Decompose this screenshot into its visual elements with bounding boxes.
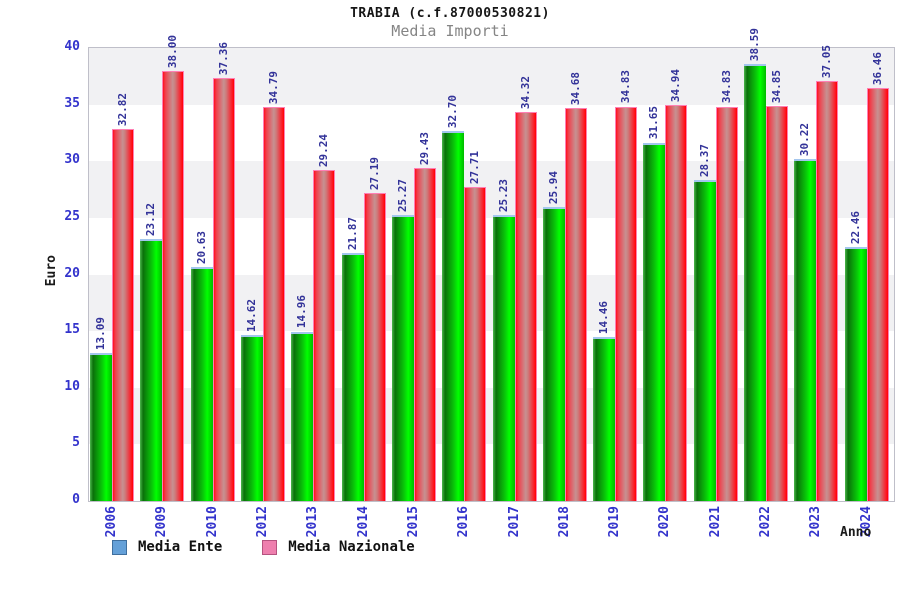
bar-value-label-nazionale-2021: 34.83 <box>719 70 733 104</box>
bar-media-ente-2019 <box>593 337 616 501</box>
y-tick-15: 15 <box>64 322 80 338</box>
legend-label-media-nazionale: Media Nazionale <box>288 539 415 555</box>
bar-value-label-ente-2009: 23.12 <box>144 203 158 237</box>
bar-media-nazionale-2018 <box>564 108 587 501</box>
bar-media-nazionale-2013 <box>313 169 336 501</box>
y-tick-10: 10 <box>64 378 80 394</box>
y-tick-0: 0 <box>72 492 80 507</box>
bar-media-nazionale-2021 <box>715 106 738 501</box>
bar-media-ente-2020 <box>643 142 666 501</box>
bar-media-ente-2015 <box>391 214 414 501</box>
legend-swatch-media-nazionale <box>262 539 278 555</box>
y-tick-25: 25 <box>64 208 80 224</box>
bar-media-nazionale-2006 <box>112 129 134 501</box>
bar-media-nazionale-2012 <box>262 107 285 501</box>
bar-value-label-ente-2020: 31.65 <box>647 106 661 140</box>
x-tick-2012: 2012 <box>254 506 270 538</box>
legend-label-media-ente: Media Ente <box>138 539 223 555</box>
legend-item-media-ente: Media Ente <box>112 539 222 555</box>
bar-value-label-nazionale-2023: 37.05 <box>820 45 834 79</box>
bar-media-ente-2012 <box>240 335 263 501</box>
bar-value-label-nazionale-2024: 36.46 <box>870 51 884 86</box>
x-axis-label: Anno <box>840 525 872 540</box>
x-tick-2014: 2014 <box>355 506 371 538</box>
legend: Media Ente Media Nazionale <box>112 539 415 555</box>
y-tick-20: 20 <box>64 265 80 281</box>
bar-value-label-nazionale-2013: 29.24 <box>317 133 331 167</box>
x-tick-2019: 2019 <box>607 506 623 538</box>
bar-media-ente-2010 <box>190 267 213 501</box>
x-tick-2022: 2022 <box>758 506 774 538</box>
bar-media-ente-2014 <box>341 253 364 501</box>
bar-media-nazionale-2017 <box>514 112 537 501</box>
x-tick-2006: 2006 <box>104 506 119 538</box>
bar-media-ente-2021 <box>693 179 716 501</box>
x-tick-2020: 2020 <box>657 506 673 538</box>
bar-media-ente-2017 <box>492 215 515 501</box>
bar-value-label-ente-2016: 32.70 <box>446 94 460 128</box>
bar-media-ente-2006 <box>90 352 112 501</box>
chart-subtitle: Media Importi <box>391 22 509 40</box>
bar-value-label-nazionale-2012: 34.79 <box>266 70 280 105</box>
chart-title: TRABIA (c.f.87000530821) <box>350 6 550 21</box>
legend-item-media-nazionale: Media Nazionale <box>262 539 415 555</box>
bar-media-nazionale-2016 <box>464 187 487 501</box>
legend-swatch-media-ente <box>112 539 127 555</box>
bar-value-label-nazionale-2010: 37.36 <box>216 41 230 75</box>
x-tick-2017: 2017 <box>506 506 522 538</box>
bar-value-label-ente-2012: 14.62 <box>244 299 258 333</box>
bar-value-label-ente-2024: 22.46 <box>848 210 862 244</box>
bar-value-label-nazionale-2017: 34.32 <box>518 76 532 110</box>
bar-value-label-ente-2021: 28.37 <box>697 143 711 177</box>
bar-value-label-nazionale-2009: 38.00 <box>166 34 180 68</box>
bar-value-label-ente-2010: 20.63 <box>194 231 208 265</box>
x-tick-2013: 2013 <box>305 506 321 538</box>
bar-value-label-nazionale-2020: 34.94 <box>669 69 683 103</box>
bar-value-label-nazionale-2018: 34.68 <box>568 72 582 106</box>
bar-value-label-ente-2017: 25.23 <box>496 179 510 213</box>
bar-media-ente-2013 <box>291 331 314 501</box>
bar-media-ente-2022 <box>744 63 767 501</box>
bar-value-label-ente-2013: 14.96 <box>295 295 309 329</box>
bar-media-nazionale-2022 <box>766 106 789 501</box>
x-tick-2015: 2015 <box>405 506 421 538</box>
bar-media-ente-2016 <box>442 130 465 501</box>
bar-media-nazionale-2019 <box>615 106 638 501</box>
bar-value-label-ente-2006: 13.09 <box>94 316 107 350</box>
x-tick-2010: 2010 <box>204 506 220 538</box>
y-tick-40: 40 <box>64 39 80 54</box>
bar-media-nazionale-2023 <box>816 81 839 501</box>
bar-media-nazionale-2024 <box>866 88 889 501</box>
bar-media-ente-2018 <box>542 207 565 501</box>
bar-media-nazionale-2015 <box>413 167 436 501</box>
bar-value-label-nazionale-2016: 27.71 <box>468 151 482 185</box>
x-tick-2023: 2023 <box>808 506 824 538</box>
y-tick-35: 35 <box>64 95 80 111</box>
x-tick-2021: 2021 <box>707 506 723 538</box>
bar-media-ente-2023 <box>794 158 817 501</box>
x-tick-2009: 2009 <box>154 506 170 538</box>
bar-value-label-nazionale-2015: 29.43 <box>417 131 431 165</box>
bar-value-label-ente-2022: 38.59 <box>748 27 762 61</box>
bar-value-label-ente-2019: 14.46 <box>597 301 611 335</box>
bar-value-label-ente-2018: 25.94 <box>546 171 560 205</box>
bar-media-nazionale-2009 <box>162 70 185 501</box>
x-tick-2018: 2018 <box>556 506 572 538</box>
bar-media-ente-2009 <box>140 239 163 501</box>
bar-media-nazionale-2014 <box>363 193 386 501</box>
bar-value-label-nazionale-2014: 27.19 <box>367 156 381 191</box>
y-tick-5: 5 <box>72 435 80 451</box>
bar-value-label-ente-2015: 25.27 <box>395 178 409 212</box>
bar-media-nazionale-2020 <box>665 105 688 501</box>
bar-value-label-ente-2023: 30.22 <box>798 122 812 156</box>
y-tick-30: 30 <box>64 152 80 168</box>
bar-value-label-nazionale-2019: 34.83 <box>619 70 633 104</box>
x-tick-2016: 2016 <box>456 506 472 538</box>
plot-area: 13.09 32.82 23.12 38.00 20.63 37.36 14.62 34.79… <box>88 28 895 502</box>
bar-value-label-nazionale-2022: 34.85 <box>770 70 784 104</box>
bar-value-label-ente-2014: 21.87 <box>345 217 359 251</box>
bar-media-ente-2024 <box>844 246 867 501</box>
bar-value-label-nazionale-2006: 32.82 <box>116 93 129 127</box>
bar-media-nazionale-2010 <box>212 77 235 501</box>
